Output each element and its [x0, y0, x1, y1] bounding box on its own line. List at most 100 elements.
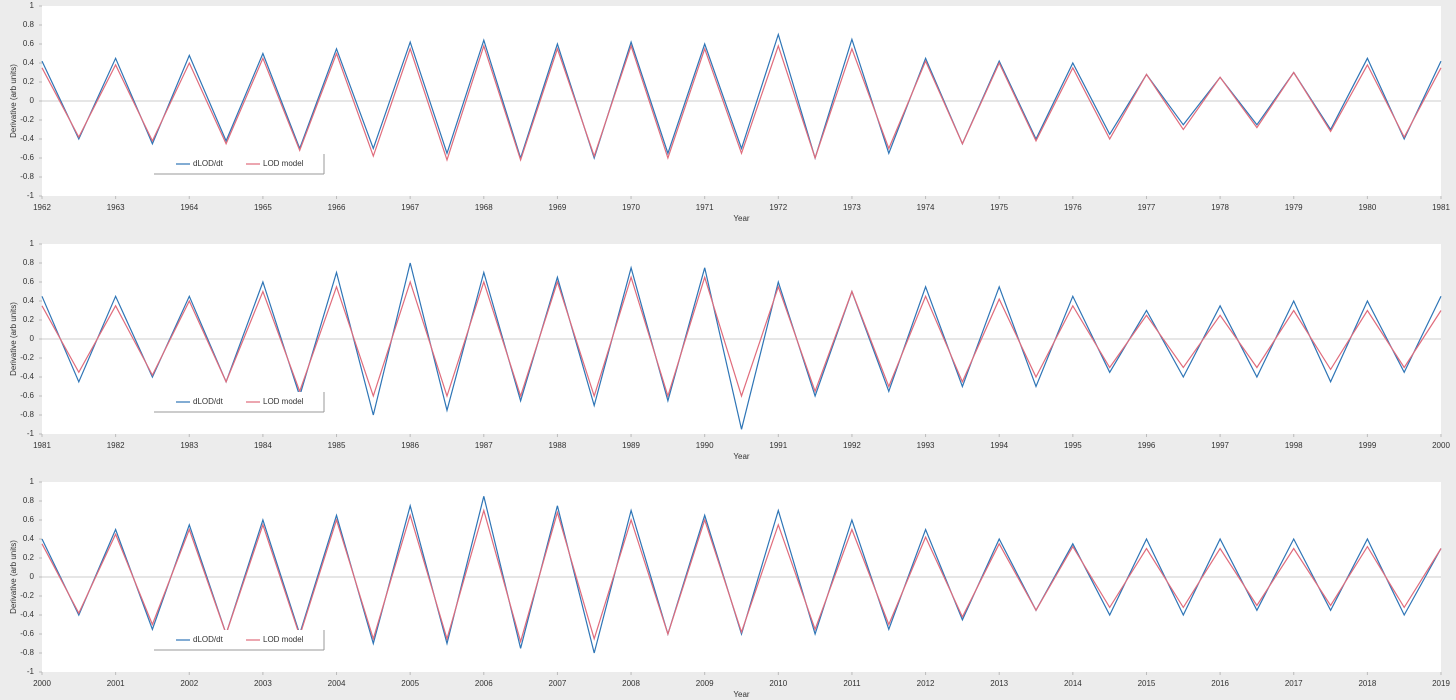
x-tick-label: 1985 — [328, 441, 346, 450]
y-tick-label: -1 — [27, 429, 35, 438]
x-tick-label: 1990 — [696, 441, 714, 450]
x-tick-label: 1981 — [1432, 203, 1450, 212]
x-tick-label: 2010 — [769, 679, 787, 688]
y-tick-label: 1 — [30, 1, 35, 10]
y-tick-label: 1 — [30, 477, 35, 486]
series-line — [41, 496, 1442, 654]
y-tick-label: -0.6 — [20, 629, 34, 638]
y-tick-label: 0.4 — [23, 296, 35, 305]
x-tick-label: 1998 — [1285, 441, 1303, 450]
x-tick-label: 2002 — [180, 679, 198, 688]
x-tick-label: 2000 — [33, 679, 51, 688]
y-tick-label: 0 — [30, 96, 35, 105]
x-tick-label: 1969 — [549, 203, 567, 212]
x-axis-label: Year — [733, 690, 750, 699]
x-tick-label: 1971 — [696, 203, 714, 212]
legend-label: LOD model — [263, 635, 304, 644]
y-tick-label: 0.2 — [23, 315, 35, 324]
y-tick-label: 0.8 — [23, 496, 35, 505]
x-tick-label: 2014 — [1064, 679, 1082, 688]
series-line — [41, 43, 1442, 162]
x-tick-label: 2005 — [401, 679, 419, 688]
y-tick-label: -0.6 — [20, 391, 34, 400]
x-tick-label: 1986 — [401, 441, 419, 450]
x-tick-label: 1963 — [107, 203, 125, 212]
series-line — [41, 262, 1442, 430]
y-tick-label: 0.8 — [23, 20, 35, 29]
x-tick-label: 1994 — [990, 441, 1008, 450]
x-tick-label: 1970 — [622, 203, 640, 212]
y-tick-label: -0.8 — [20, 410, 34, 419]
x-axis-label: Year — [733, 452, 750, 461]
y-tick-label: 0.6 — [23, 515, 35, 524]
x-tick-label: 1979 — [1285, 203, 1303, 212]
x-tick-label: 1987 — [475, 441, 493, 450]
x-tick-label: 2000 — [1432, 441, 1450, 450]
x-tick-label: 1993 — [917, 441, 935, 450]
x-tick-label: 1999 — [1358, 441, 1376, 450]
x-tick-label: 2019 — [1432, 679, 1450, 688]
y-tick-label: -1 — [27, 191, 35, 200]
x-tick-label: 1997 — [1211, 441, 1229, 450]
y-tick-label: 0.4 — [23, 58, 35, 67]
y-tick-label: 0.4 — [23, 534, 35, 543]
x-tick-label: 2012 — [917, 679, 935, 688]
y-tick-label: -0.2 — [20, 115, 34, 124]
y-tick-label: -0.8 — [20, 172, 34, 181]
x-tick-label: 2004 — [328, 679, 346, 688]
legend-label: LOD model — [263, 159, 304, 168]
x-tick-label: 1966 — [328, 203, 346, 212]
x-tick-label: 1984 — [254, 441, 272, 450]
series-line — [41, 508, 1442, 644]
x-tick-label: 1978 — [1211, 203, 1229, 212]
x-tick-label: 1973 — [843, 203, 861, 212]
y-axis-label: Derivative (arb units) — [9, 302, 18, 376]
y-tick-label: -1 — [27, 667, 35, 676]
x-tick-label: 2013 — [990, 679, 1008, 688]
y-tick-label: -0.4 — [20, 610, 34, 619]
legend-label: dLOD/dt — [193, 159, 224, 168]
legend-box — [154, 630, 324, 650]
x-tick-label: 1974 — [917, 203, 935, 212]
legend-label: dLOD/dt — [193, 397, 224, 406]
y-tick-label: -0.2 — [20, 353, 34, 362]
y-tick-label: 0.2 — [23, 77, 35, 86]
x-tick-label: 1988 — [549, 441, 567, 450]
x-tick-label: 2017 — [1285, 679, 1303, 688]
x-tick-label: 1976 — [1064, 203, 1082, 212]
x-tick-label: 1980 — [1358, 203, 1376, 212]
x-tick-label: 2011 — [843, 679, 861, 688]
x-tick-label: 1991 — [769, 441, 787, 450]
y-tick-label: 0.6 — [23, 277, 35, 286]
y-axis-label: Derivative (arb units) — [9, 64, 18, 138]
legend-box — [154, 392, 324, 412]
x-tick-label: 1992 — [843, 441, 861, 450]
x-tick-label: 1989 — [622, 441, 640, 450]
x-tick-label: 1964 — [180, 203, 198, 212]
x-tick-label: 1977 — [1138, 203, 1156, 212]
y-tick-label: 1 — [30, 239, 35, 248]
y-tick-label: 0 — [30, 572, 35, 581]
y-axis-label: Derivative (arb units) — [9, 540, 18, 614]
x-tick-label: 2001 — [107, 679, 125, 688]
x-tick-label: 2003 — [254, 679, 272, 688]
y-tick-label: -0.8 — [20, 648, 34, 657]
x-tick-label: 2008 — [622, 679, 640, 688]
series-line — [41, 32, 1442, 161]
x-tick-label: 1972 — [769, 203, 787, 212]
legend-label: LOD model — [263, 397, 304, 406]
x-tick-label: 1996 — [1138, 441, 1156, 450]
y-tick-label: -0.6 — [20, 153, 34, 162]
x-tick-label: 1965 — [254, 203, 272, 212]
x-axis-label: Year — [733, 214, 750, 223]
legend-box — [154, 154, 324, 174]
x-tick-label: 1968 — [475, 203, 493, 212]
series-line — [41, 275, 1442, 399]
legend-label: dLOD/dt — [193, 635, 224, 644]
x-tick-label: 1962 — [33, 203, 51, 212]
x-tick-label: 2018 — [1358, 679, 1376, 688]
x-tick-label: 1982 — [107, 441, 125, 450]
y-tick-label: 0.6 — [23, 39, 35, 48]
